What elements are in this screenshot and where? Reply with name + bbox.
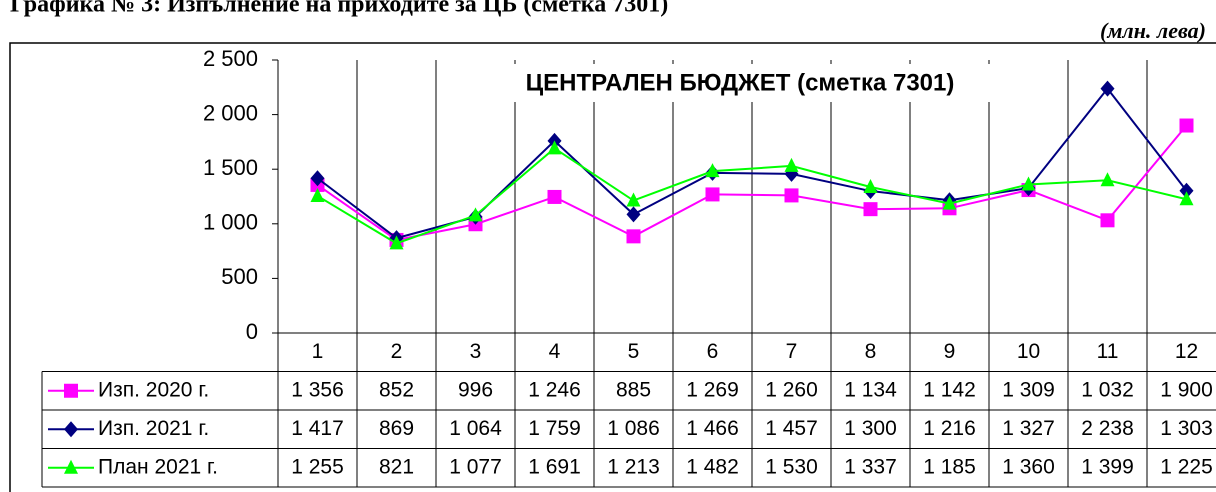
x-tick-label: 9 [944,340,956,363]
table-value: 1 246 [528,378,581,401]
table-value: 1 216 [923,417,976,440]
table-value: 1 356 [291,378,344,401]
data-point [1021,176,1036,191]
table-value: 1 300 [844,417,897,440]
table-value: 1 417 [291,417,344,440]
table-value: 1 255 [291,455,344,478]
table-value: 1 399 [1081,455,1134,478]
table-value: 1 327 [1002,417,1055,440]
data-point [1100,213,1115,228]
table-value: 1 269 [686,378,739,401]
data-point [626,229,641,244]
table-value: 885 [616,378,651,401]
table-value: 1 457 [765,417,818,440]
x-tick-label: 11 [1097,340,1119,363]
table-value: 996 [458,378,493,401]
table-value: 2 238 [1081,417,1134,440]
table-value: 1 303 [1160,417,1213,440]
table-value: 869 [379,417,414,440]
legend-marker [64,421,78,438]
data-point [547,189,562,204]
legend-label: Изп. 2020 г. [98,378,209,401]
x-tick-label: 3 [470,340,482,363]
table-value: 852 [379,378,414,401]
table-value: 1 142 [923,378,976,401]
y-tick-label: 2 500 [203,46,258,71]
chart-title: ЦЕНТРАЛЕН БЮДЖЕТ (сметка 7301) [526,69,955,96]
x-tick-label: 6 [707,340,719,363]
data-point [626,206,641,223]
table-value: 1 077 [449,455,502,478]
x-tick-label: 7 [786,340,798,363]
x-tick-label: 1 [312,340,324,363]
y-tick-label: 1 500 [203,155,258,180]
table-value: 1 185 [923,455,976,478]
table-value: 1 691 [528,455,581,478]
x-tick-label: 10 [1017,340,1040,363]
legend-marker [64,383,78,398]
data-point [468,207,483,222]
title-box [450,64,1030,102]
table-value: 821 [379,455,414,478]
data-point [863,202,878,217]
data-point [389,235,404,250]
x-tick-label: 5 [628,340,640,363]
series-line [316,124,1188,242]
data-point [705,163,720,178]
x-tick-label: 2 [391,340,403,363]
chart-frame [9,42,1216,492]
data-point [784,157,799,172]
table-value: 1 900 [1160,378,1213,401]
x-tick-label: 4 [549,340,561,363]
y-tick-label: 1 000 [203,210,258,235]
y-tick-label: 0 [246,319,258,344]
data-point [547,140,562,155]
data-point [942,195,957,210]
table-value: 1 134 [844,378,897,401]
data-point [626,192,641,207]
table-value: 1 309 [1002,378,1055,401]
table-value: 1 482 [686,455,739,478]
data-point [1100,172,1115,187]
table-value: 1 225 [1160,455,1213,478]
data-point [1179,191,1194,206]
data-point [784,188,799,203]
legend-label: План 2021 г. [98,455,218,478]
table-value: 1 086 [607,417,660,440]
table-value: 1 360 [1002,455,1055,478]
data-point [1179,118,1194,133]
data-point [310,187,325,202]
table-value: 1 466 [686,417,739,440]
data-point [1179,182,1194,199]
series-line [316,147,1187,245]
table-value: 1 759 [528,417,581,440]
data-point [705,187,720,202]
table-value: 1 032 [1081,378,1134,401]
y-tick-label: 500 [221,264,258,289]
table-value: 1 260 [765,378,818,401]
table-value: 1 064 [449,417,502,440]
table-value: 1 213 [607,455,660,478]
x-tick-label: 8 [865,340,877,363]
unit-label: (млн. лева) [1100,18,1206,43]
legend-marker [64,459,78,474]
table-value: 1 530 [765,455,818,478]
data-point [863,178,878,193]
legend-label: Изп. 2021 г. [98,417,209,440]
y-tick-label: 2 000 [203,100,258,125]
x-tick-label: 12 [1175,340,1198,363]
page-heading: Графика № 3: Изпълнение на приходите за … [10,0,668,18]
data-point [1100,80,1115,97]
data-point [310,170,325,187]
table-value: 1 337 [844,455,897,478]
